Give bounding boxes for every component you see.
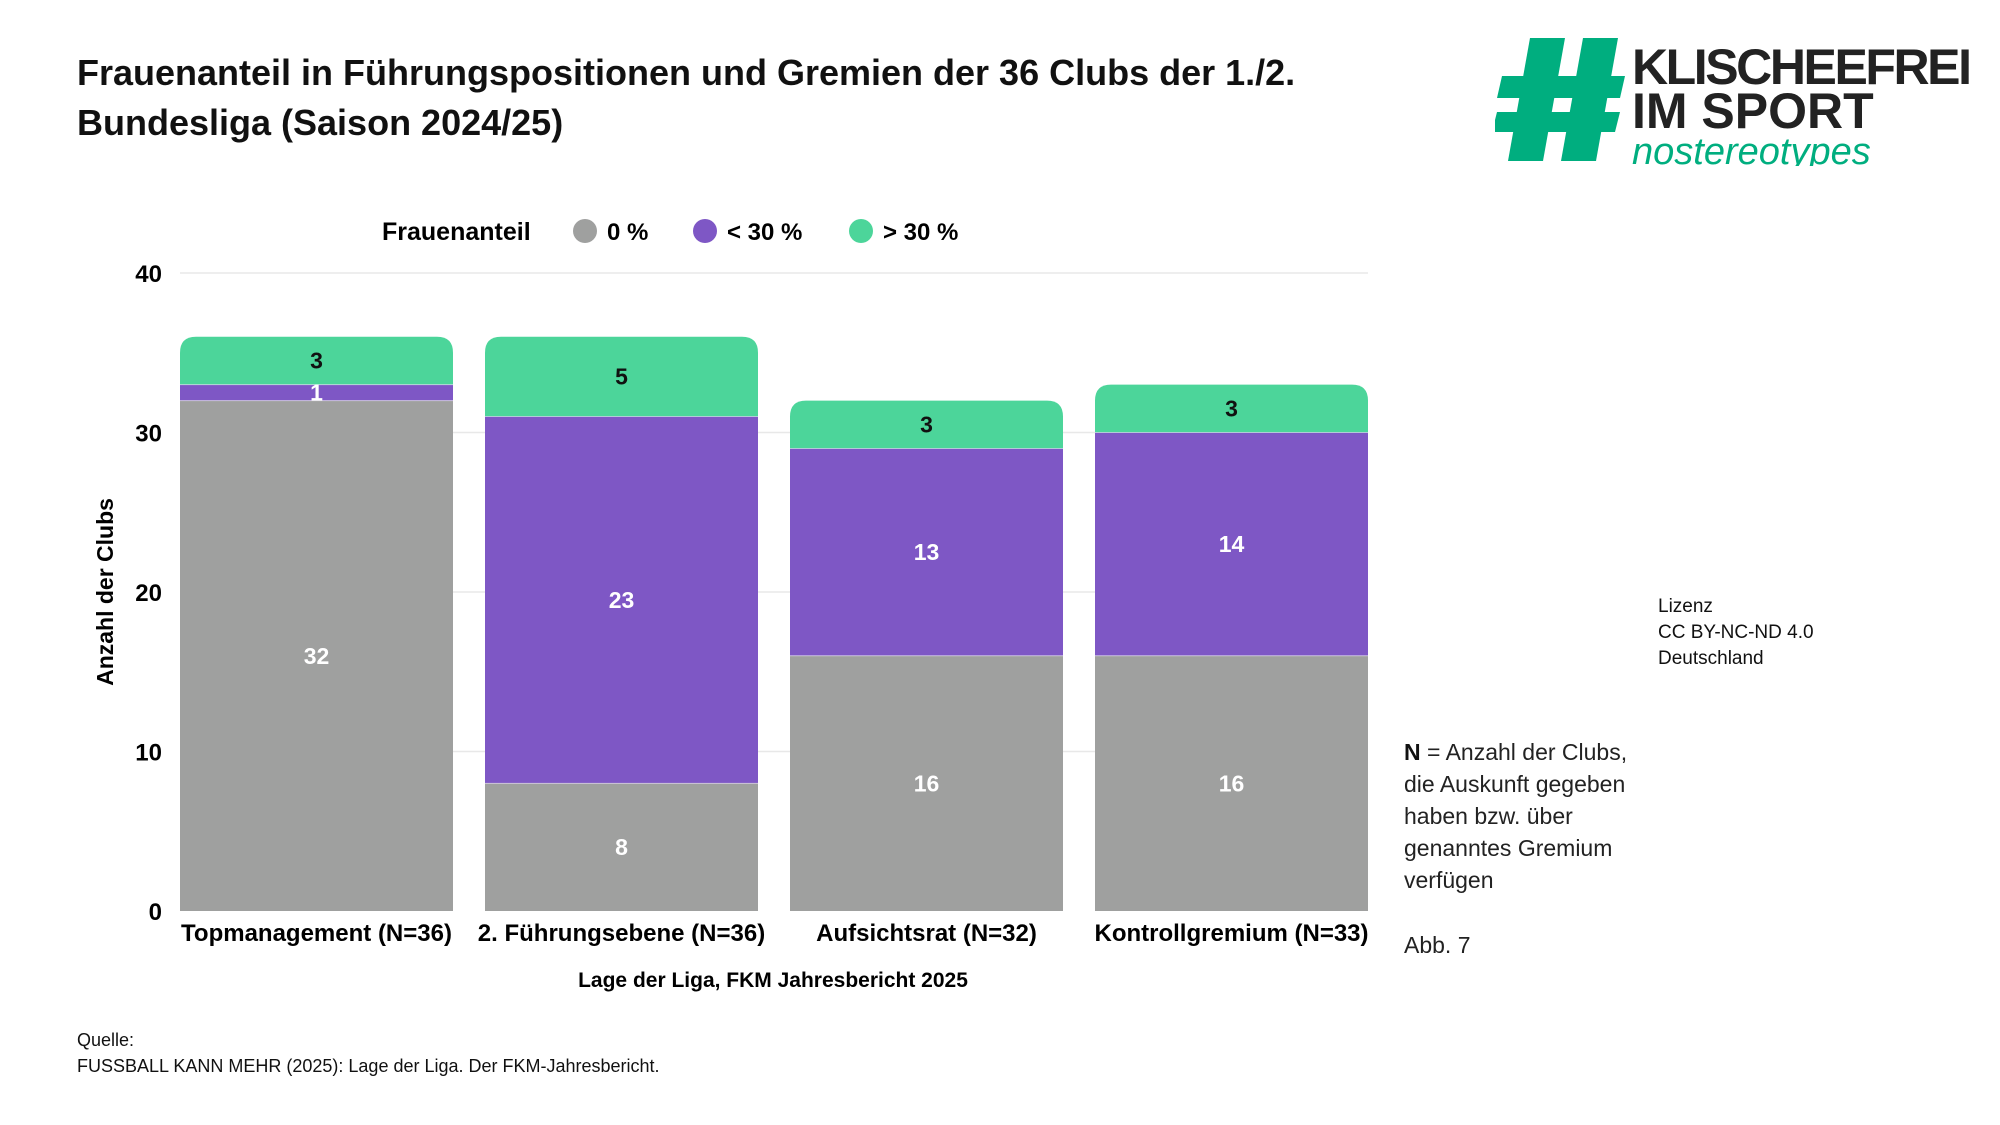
note-n: N: [1404, 739, 1421, 765]
bar-group: 16 13 3: [790, 400, 1063, 911]
license-label: Lizenz: [1658, 596, 1713, 617]
y-tick-label: 0: [149, 899, 162, 926]
bar-segment: [485, 416, 758, 784]
note-text: = Anzahl der Clubs,: [1420, 739, 1628, 765]
bar-segment: [1095, 384, 1368, 433]
legend-swatch: [693, 219, 717, 243]
data-label: 14: [1219, 531, 1245, 557]
note-line: genanntes Gremium: [1404, 835, 1613, 861]
x-axis-label: Lage der Liga, FKM Jahresbericht 2025: [578, 969, 968, 992]
legend-swatch: [573, 219, 597, 243]
y-tick-label: 20: [135, 580, 162, 607]
legend-item: 0 %: [573, 219, 648, 246]
x-tick-label: Kontrollgremium (N=33): [1094, 920, 1368, 947]
source-text: FUSSBALL KANN MEHR (2025): Lage der Liga…: [77, 1056, 660, 1076]
data-label: 8: [615, 834, 628, 860]
license-note: Lizenz CC BY-NC-ND 4.0 Deutschland: [1658, 594, 1814, 672]
legend-label: < 30 %: [727, 219, 802, 246]
bar-group: 32 1 3: [180, 336, 453, 911]
bar-segment: [790, 400, 1063, 449]
bar-segment: [1095, 432, 1368, 656]
legend-item: < 30 %: [693, 219, 802, 246]
legend-item: > 30 %: [849, 219, 958, 246]
y-axis-label: Anzahl der Clubs: [92, 498, 118, 686]
y-tick-label: 10: [135, 740, 162, 767]
hashtag-icon: [1495, 38, 1625, 161]
legend-label: > 30 %: [883, 219, 958, 246]
bar-group: 16 14 3: [1095, 384, 1368, 911]
data-label: 32: [304, 643, 330, 669]
data-label: 16: [914, 770, 940, 796]
data-label: 1: [310, 380, 323, 406]
bar-segment: [1095, 655, 1368, 911]
data-label: 13: [914, 539, 940, 565]
bar-segment: [790, 448, 1063, 656]
data-label: 16: [1219, 770, 1245, 796]
legend-label: 0 %: [607, 219, 648, 246]
data-label: 3: [920, 412, 933, 438]
bar-segment: [790, 655, 1063, 911]
note-line: die Auskunft gegeben: [1404, 771, 1626, 797]
bar-segment: [180, 336, 453, 385]
logo-line2: IM SPORT: [1632, 83, 1874, 139]
legend: Frauenanteil 0 % < 30 % > 30 %: [382, 218, 958, 246]
chart-title: Frauenanteil in Führungspositionen und G…: [77, 52, 1296, 143]
bar-segment: [485, 336, 758, 417]
license-name: CC BY-NC-ND 4.0: [1658, 622, 1814, 643]
legend-title: Frauenanteil: [382, 218, 531, 246]
n-definition-note: N = Anzahl der Clubs, die Auskunft gegeb…: [1404, 736, 1627, 896]
data-label: 3: [1225, 396, 1238, 422]
y-tick-label: 30: [135, 421, 162, 448]
x-tick-label: Aufsichtsrat (N=32): [816, 920, 1037, 947]
y-tick-label: 40: [135, 261, 162, 288]
figure-label: Abb. 7: [1404, 932, 1471, 958]
note-line: haben bzw. über: [1404, 803, 1573, 829]
data-label: 23: [609, 587, 635, 613]
bar-segment: [485, 783, 758, 911]
x-tick-label: Topmanagement (N=36): [181, 920, 452, 947]
note-line: verfügen: [1404, 867, 1494, 893]
license-region: Deutschland: [1658, 648, 1764, 669]
data-label: 3: [310, 348, 323, 374]
logo-line3: nostereotypes: [1632, 131, 1871, 166]
axes: 0 10 20 30 40 Anzahl der Clubs Lage der Liga, …: [92, 261, 1369, 992]
source-note: Quelle: FUSSBALL KANN MEHR (2025): Lage …: [77, 1027, 660, 1079]
logo: KLISCHEEFREI IM SPORT nostereotypes: [1495, 38, 1972, 166]
source-label: Quelle:: [77, 1030, 135, 1050]
data-label: 5: [615, 364, 628, 390]
legend-swatch: [849, 219, 873, 243]
logo-line1: KLISCHEEFREI: [1632, 39, 1972, 95]
x-tick-label: 2. Führungsebene (N=36): [478, 920, 765, 947]
bar-segment: [180, 384, 453, 401]
bar-segment: [180, 400, 453, 911]
bar-group: 8 23 5: [485, 336, 758, 911]
